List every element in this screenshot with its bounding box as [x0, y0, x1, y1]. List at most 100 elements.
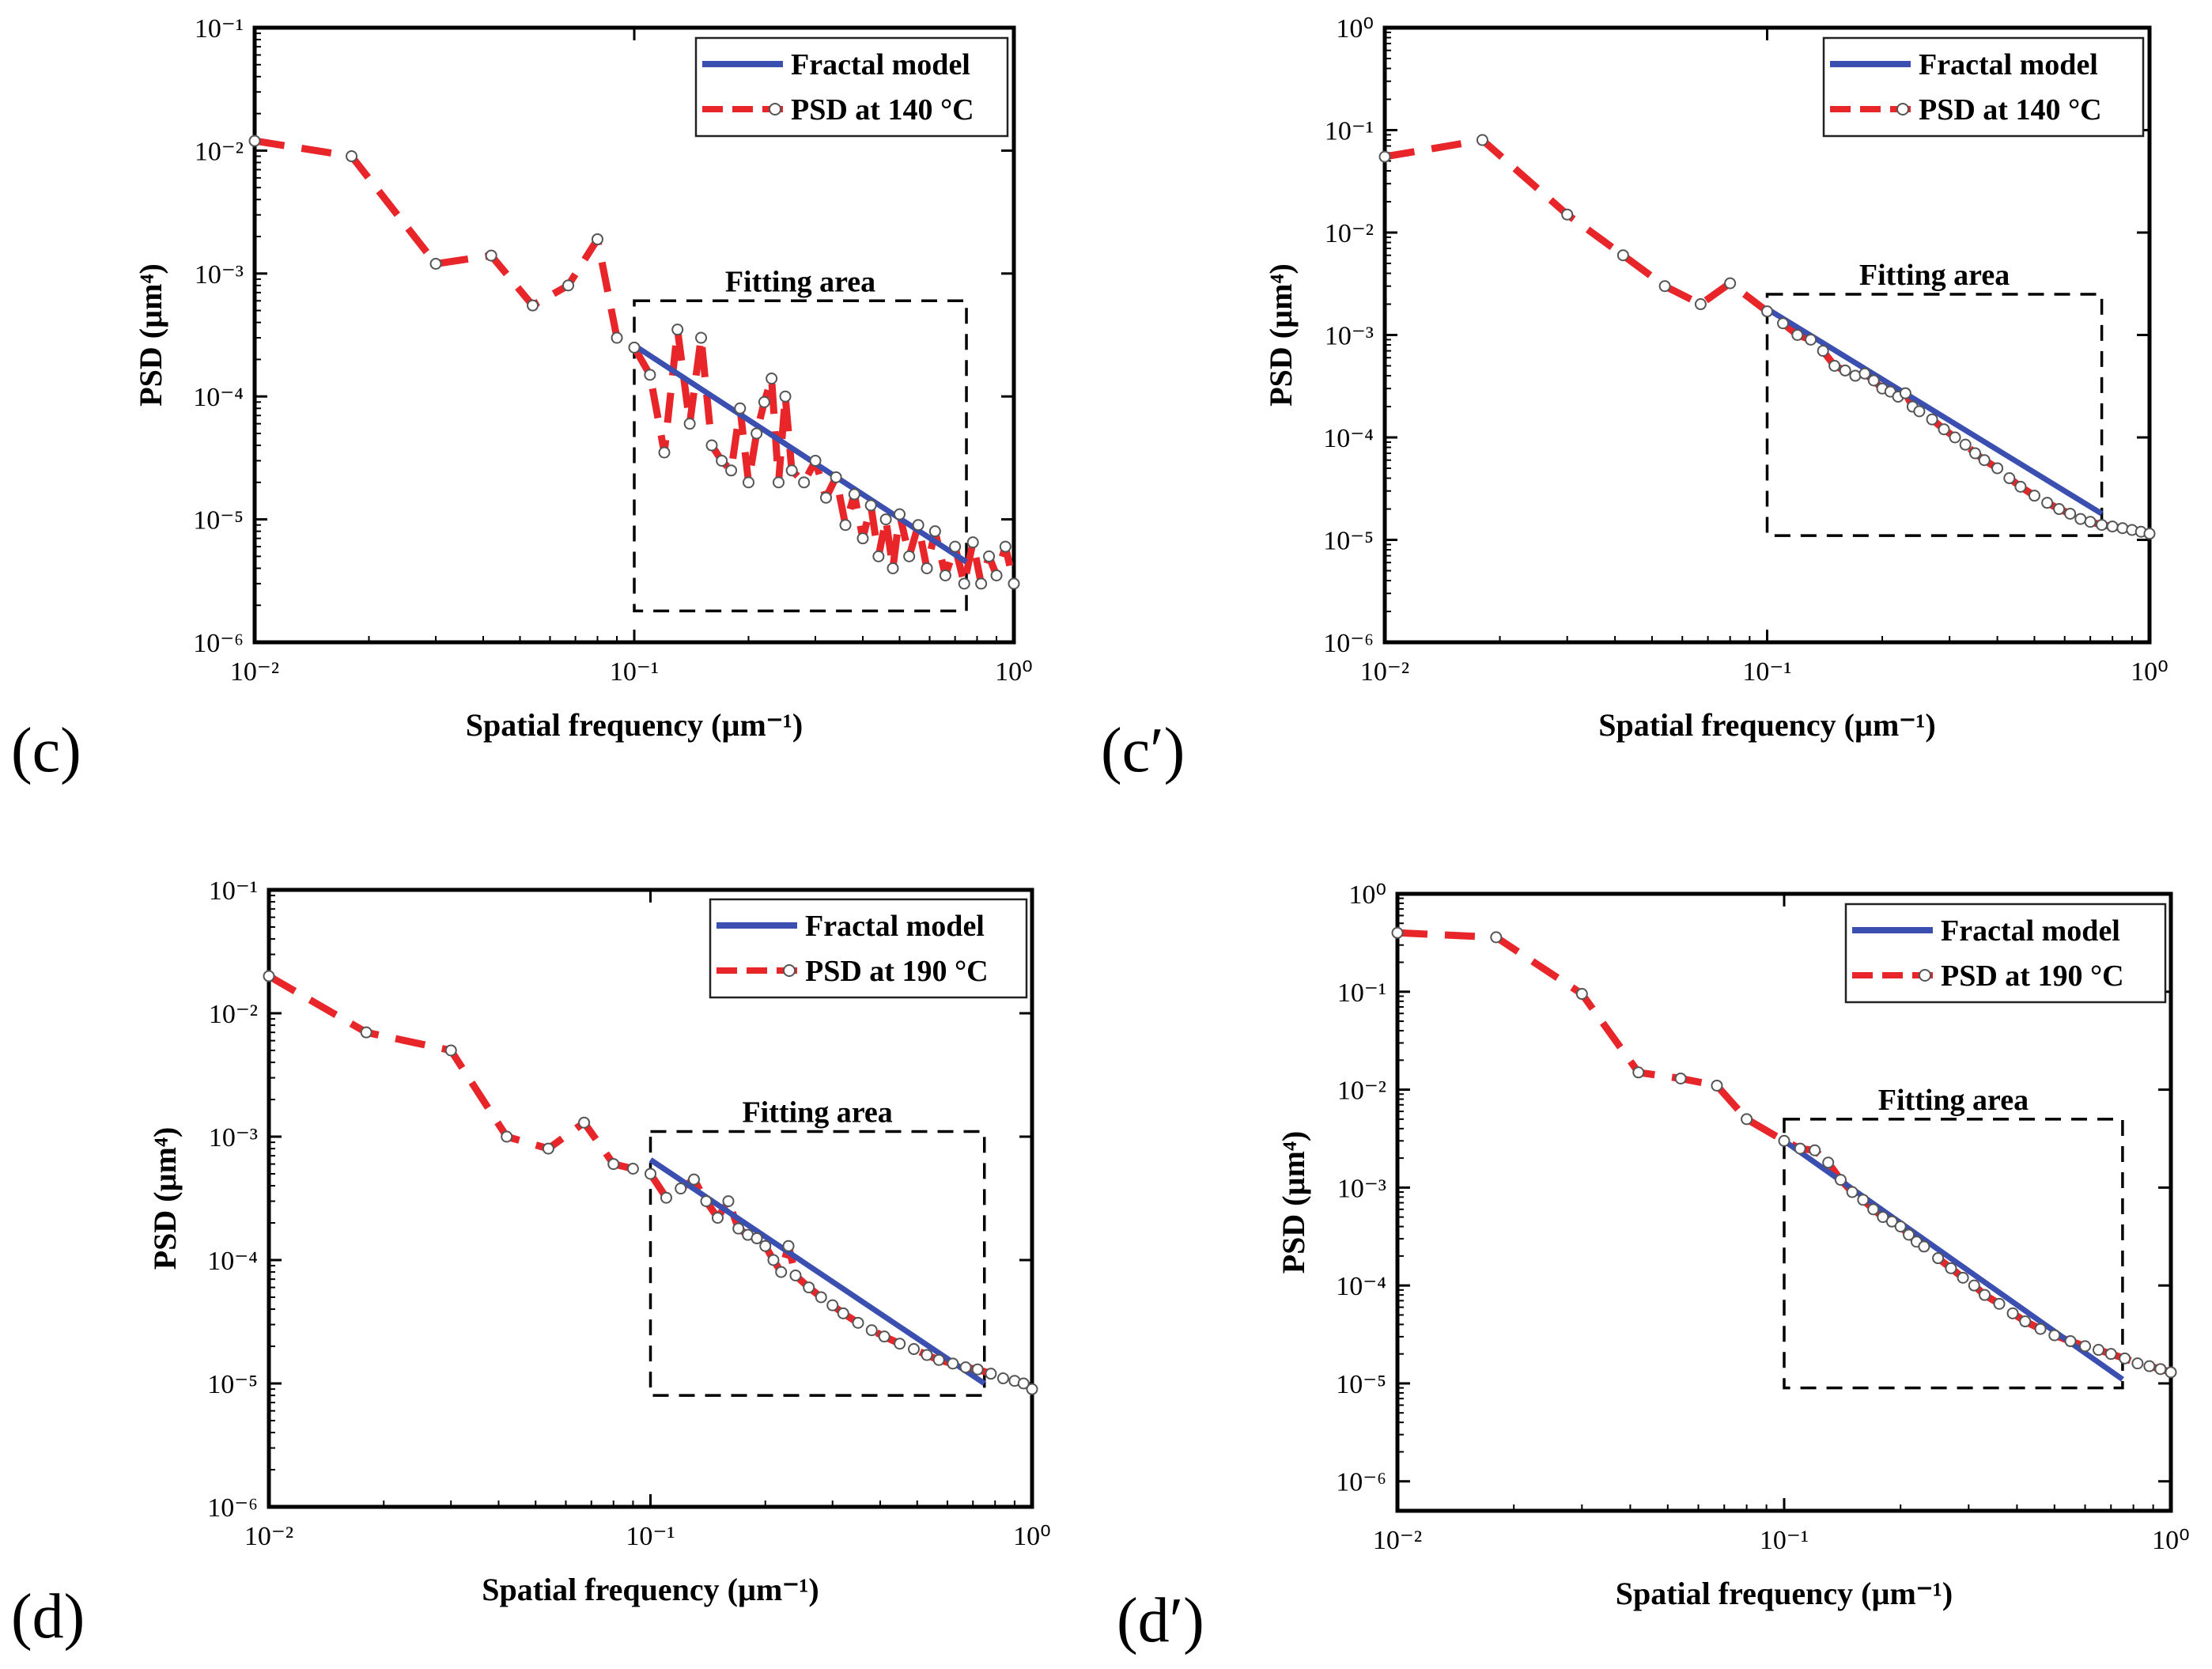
y-tick-label: 10⁻⁶	[1323, 629, 1374, 658]
y-axis-title: PSD (µm⁴)	[1263, 263, 1299, 407]
psd-data-point	[2006, 1307, 2019, 1319]
psd-data-point	[773, 476, 785, 489]
y-tick-label: 10⁻⁶	[207, 1493, 258, 1523]
psd-data-point	[1918, 1240, 1930, 1253]
psd-data-point	[839, 519, 852, 532]
legend-psd-label: PSD at 190 °C	[805, 955, 989, 988]
psd-data-point	[1828, 359, 1841, 372]
psd-data-point	[872, 550, 885, 562]
psd-data-point	[864, 499, 877, 512]
psd-data-point	[1777, 317, 1790, 330]
psd-data-point	[527, 299, 539, 312]
psd-data-point	[1694, 298, 1707, 311]
psd-data-point	[1885, 1215, 1898, 1228]
psd-data-point	[360, 1026, 372, 1039]
psd-data-point	[751, 1232, 763, 1245]
psd-data-point	[837, 1307, 849, 1319]
psd-data-point	[611, 331, 623, 344]
x-tick-label: 10⁰	[2131, 657, 2169, 687]
legend-box	[709, 898, 1028, 999]
psd-data-point	[1857, 1194, 1870, 1206]
panel-label: (d′)	[1117, 1586, 1204, 1656]
psd-data-point	[758, 395, 770, 408]
psd-data-point	[2093, 1344, 2105, 1357]
psd-data-point	[1794, 1142, 1806, 1155]
psd-data-point	[975, 577, 988, 590]
psd-data-point	[675, 1183, 687, 1195]
psd-data-point	[782, 1239, 795, 1252]
psd-data-point	[2143, 528, 2156, 540]
panel-label: (d)	[11, 1582, 85, 1652]
psd-data-point	[903, 550, 916, 562]
psd-data-point	[983, 550, 996, 562]
y-tick-label: 10⁻⁶	[193, 629, 244, 658]
fitting-area-label: Fitting area	[1859, 259, 2010, 292]
psd-data-point	[1903, 1228, 1915, 1241]
x-tick-label: 10⁻²	[1373, 1526, 1422, 1555]
psd-data-point	[803, 1281, 815, 1294]
psd-data-point	[695, 331, 708, 344]
psd-data-point	[751, 427, 763, 440]
legend: Fractal model PSD at 140 °C	[694, 36, 1009, 138]
psd-data-point	[711, 1212, 724, 1224]
x-tick-label: 10⁰	[2152, 1526, 2190, 1555]
psd-data-point	[2003, 472, 2016, 485]
psd-data-point	[2048, 1329, 2061, 1342]
psd-data-point	[878, 1330, 890, 1343]
psd-data-point	[1991, 462, 2004, 475]
psd-data-point	[879, 513, 892, 526]
psd-data-point	[1894, 1221, 1907, 1233]
psd-data-point	[1858, 367, 1871, 380]
psd-data-point	[607, 1158, 620, 1171]
legend-psd-marker	[769, 103, 781, 115]
x-axis-title: Spatial frequency (µm⁻¹)	[1598, 707, 1936, 743]
psd-data-point	[1724, 277, 1737, 290]
psd-data-point	[1817, 345, 1829, 358]
chart-panel: 10⁻⁶ 10⁻⁵ 10⁻⁴ 10⁻³ 10⁻² 10⁻¹ 10⁰ 10⁻² 10⁻¹ 10⁰ Sp…	[1117, 880, 2190, 1656]
psd-data-point	[848, 488, 860, 501]
psd-data-point	[1674, 1072, 1687, 1084]
psd-data-point	[671, 324, 684, 336]
psd-data-point	[1949, 431, 1961, 444]
psd-data-point	[722, 1195, 735, 1208]
panel-label: (c)	[11, 716, 81, 785]
psd-data-point	[1839, 364, 1851, 377]
psd-data-point	[939, 569, 951, 581]
psd-data-point	[716, 454, 728, 467]
legend-psd-marker	[783, 964, 796, 977]
psd-data-point	[444, 1044, 457, 1057]
psd-data-point	[2104, 1348, 2117, 1361]
psd-data-point	[766, 372, 778, 384]
psd-data-point	[429, 257, 442, 270]
x-axis-title: Spatial frequency (µm⁻¹)	[1616, 1576, 1953, 1611]
legend-box	[1844, 903, 2167, 1004]
psd-data-point	[1017, 1377, 1030, 1390]
psd-data-point	[591, 233, 603, 245]
y-tick-label: 10⁻¹	[209, 876, 258, 906]
psd-data-point	[2019, 1315, 2032, 1328]
psd-data-point	[1926, 413, 1938, 426]
legend: Fractal model PSD at 140 °C	[1822, 36, 2145, 138]
psd-data-point	[660, 1191, 672, 1204]
psd-data-point	[999, 540, 1011, 553]
psd-data-point	[1968, 1279, 1980, 1292]
psd-data-point	[971, 1363, 984, 1376]
psd-data-point	[248, 134, 261, 147]
psd-data-point	[2165, 1366, 2177, 1379]
panel-label: (c′)	[1101, 716, 1185, 785]
fitting-area-box	[648, 1130, 986, 1397]
psd-data-point	[2079, 1340, 2092, 1353]
psd-data-point	[759, 1239, 772, 1252]
psd-data-point	[1778, 1134, 1790, 1147]
psd-data-point	[1969, 447, 1982, 460]
psd-data-point	[1993, 1297, 2006, 1310]
psd-data-point	[742, 476, 754, 489]
psd-data-point	[809, 454, 822, 467]
psd-data-point	[1932, 1252, 1945, 1265]
psd-data-point	[779, 390, 792, 403]
y-tick-label: 10⁻⁴	[1323, 424, 1374, 453]
psd-data-point	[263, 970, 275, 982]
psd-data-point	[1575, 988, 1588, 1001]
chart-panel: 10⁻⁶ 10⁻⁵ 10⁻⁴ 10⁻³ 10⁻² 10⁻¹ 10⁻² 10⁻¹ 10⁰ Spati…	[11, 876, 1051, 1652]
